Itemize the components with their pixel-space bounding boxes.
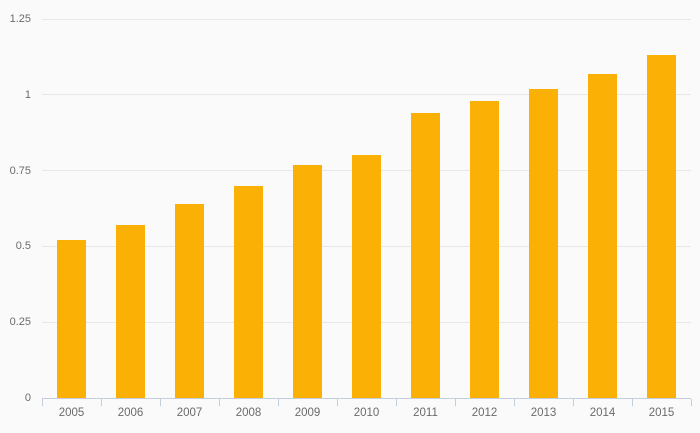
y-axis-label: 0.75 (9, 164, 31, 177)
axis-tick (514, 399, 515, 406)
bar-2006[interactable] (116, 225, 145, 398)
axis-tick (160, 399, 161, 406)
bar-2013[interactable] (529, 89, 558, 398)
bar-2011[interactable] (411, 113, 440, 398)
bar-2014[interactable] (588, 74, 617, 398)
gridline (42, 18, 691, 20)
axis-tick (101, 399, 102, 406)
x-axis-label-2014: 2014 (589, 407, 616, 419)
bar-2012[interactable] (470, 101, 499, 398)
y-axis-label: 1.25 (9, 13, 31, 25)
bar-2010[interactable] (352, 155, 381, 398)
y-axis-label: 0.5 (15, 240, 31, 253)
axis-tick (455, 399, 456, 406)
axis-tick (396, 399, 397, 406)
gridline (42, 94, 691, 96)
x-axis-label-2010: 2010 (353, 407, 380, 419)
x-axis-label-2009: 2009 (294, 407, 321, 419)
axis-tick (632, 399, 633, 406)
axis-tick (691, 399, 692, 406)
x-axis-label-2008: 2008 (235, 407, 262, 419)
x-axis-label-2006: 2006 (117, 407, 144, 419)
axis-tick (42, 399, 43, 406)
y-axis-label: 1 (24, 88, 31, 101)
y-axis-label: 0.25 (9, 316, 31, 329)
bar-2007[interactable] (175, 204, 204, 398)
bar-2015[interactable] (647, 55, 676, 398)
axis-tick (337, 399, 338, 406)
x-axis-label-2005: 2005 (58, 407, 85, 419)
bar-2009[interactable] (293, 165, 322, 398)
x-axis-label-2007: 2007 (176, 407, 203, 419)
x-axis-label-2013: 2013 (530, 407, 557, 419)
x-axis-label-2012: 2012 (471, 407, 498, 419)
axis-tick (219, 399, 220, 406)
x-axis-label-2015: 2015 (648, 407, 675, 419)
bar-2005[interactable] (57, 240, 86, 398)
y-axis-label: 0 (24, 392, 31, 404)
bar-2008[interactable] (234, 186, 263, 398)
x-axis-label-2011: 2011 (413, 407, 438, 419)
axis-tick (278, 399, 279, 406)
plot-area (42, 18, 691, 399)
axis-tick (573, 399, 574, 406)
